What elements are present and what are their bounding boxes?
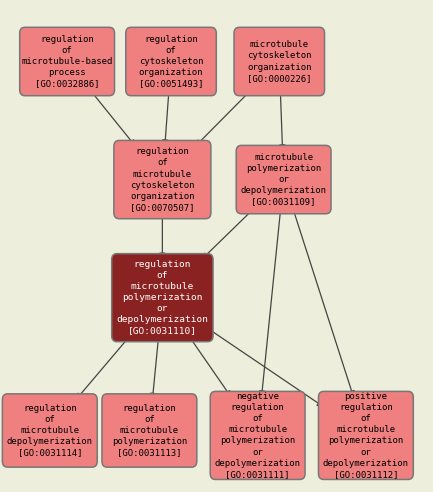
Text: regulation
of
microtubule-based
process
[GO:0032886]: regulation of microtubule-based process … [21,35,113,88]
FancyBboxPatch shape [20,27,114,95]
FancyBboxPatch shape [3,394,97,467]
Text: microtubule
polymerization
or
depolymerization
[GO:0031109]: microtubule polymerization or depolymeri… [241,153,326,206]
FancyBboxPatch shape [234,27,325,95]
Text: regulation
of
microtubule
polymerization
[GO:0031113]: regulation of microtubule polymerization… [112,404,187,457]
Text: regulation
of
microtubule
cytoskeleton
organization
[GO:0070507]: regulation of microtubule cytoskeleton o… [130,147,194,212]
FancyBboxPatch shape [114,141,211,218]
Text: negative
regulation
of
microtubule
polymerization
or
depolymerization
[GO:003111: negative regulation of microtubule polym… [215,392,301,479]
Text: regulation
of
microtubule
polymerization
or
depolymerization
[GO:0031110]: regulation of microtubule polymerization… [116,260,208,336]
Text: positive
regulation
of
microtubule
polymerization
or
depolymerization
[GO:003111: positive regulation of microtubule polym… [323,392,409,479]
Text: regulation
of
cytoskeleton
organization
[GO:0051493]: regulation of cytoskeleton organization … [139,35,203,88]
FancyBboxPatch shape [126,27,216,95]
FancyBboxPatch shape [318,392,413,479]
FancyBboxPatch shape [112,254,213,341]
FancyBboxPatch shape [210,392,305,479]
FancyBboxPatch shape [102,394,197,467]
Text: microtubule
cytoskeleton
organization
[GO:0000226]: microtubule cytoskeleton organization [G… [247,40,311,83]
FancyBboxPatch shape [236,145,331,214]
Text: regulation
of
microtubule
depolymerization
[GO:0031114]: regulation of microtubule depolymerizati… [7,404,93,457]
